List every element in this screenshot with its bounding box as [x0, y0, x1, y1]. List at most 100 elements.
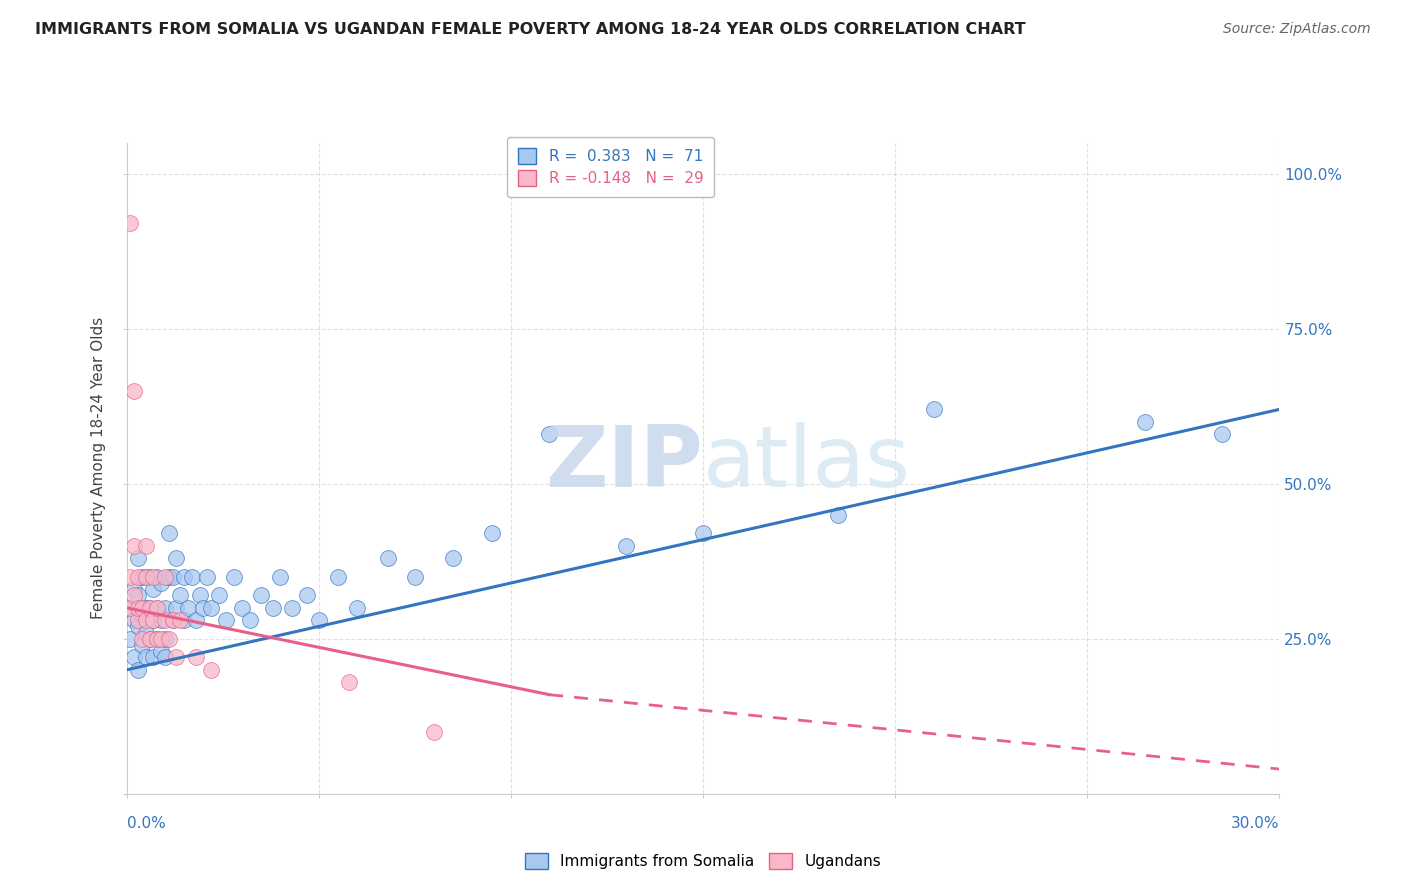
Point	[131, 600, 153, 615]
Point	[166, 600, 188, 615]
Point	[215, 613, 238, 627]
Point	[138, 570, 160, 584]
Point	[262, 600, 284, 615]
Point	[153, 650, 176, 665]
Point	[200, 663, 222, 677]
Point	[120, 600, 142, 615]
Point	[308, 613, 330, 627]
Point	[481, 526, 503, 541]
Point	[150, 644, 173, 658]
Point	[1133, 415, 1156, 429]
Point	[127, 663, 149, 677]
Point	[122, 539, 145, 553]
Point	[269, 570, 291, 584]
Point	[122, 650, 145, 665]
Point	[231, 600, 253, 615]
Text: Source: ZipAtlas.com: Source: ZipAtlas.com	[1223, 22, 1371, 37]
Point	[162, 570, 184, 584]
Point	[131, 570, 153, 584]
Point	[153, 600, 176, 615]
Point	[120, 600, 142, 615]
Point	[135, 539, 157, 553]
Point	[157, 526, 180, 541]
Point	[122, 384, 145, 398]
Point	[692, 526, 714, 541]
Point	[200, 600, 222, 615]
Point	[135, 570, 157, 584]
Point	[122, 589, 145, 603]
Text: 0.0%: 0.0%	[127, 816, 166, 830]
Point	[188, 589, 211, 603]
Point	[169, 613, 191, 627]
Point	[184, 650, 207, 665]
Point	[127, 613, 149, 627]
Point	[281, 600, 304, 615]
Point	[138, 632, 160, 646]
Point	[146, 632, 169, 646]
Point	[150, 632, 173, 646]
Point	[166, 551, 188, 566]
Text: 30.0%: 30.0%	[1232, 816, 1279, 830]
Text: IMMIGRANTS FROM SOMALIA VS UGANDAN FEMALE POVERTY AMONG 18-24 YEAR OLDS CORRELAT: IMMIGRANTS FROM SOMALIA VS UGANDAN FEMAL…	[35, 22, 1026, 37]
Point	[138, 632, 160, 646]
Point	[153, 632, 176, 646]
Point	[224, 570, 246, 584]
Point	[135, 650, 157, 665]
Point	[131, 607, 153, 621]
Point	[135, 570, 157, 584]
Point	[166, 650, 188, 665]
Point	[150, 576, 173, 591]
Text: ZIP: ZIP	[546, 422, 703, 506]
Point	[162, 613, 184, 627]
Point	[922, 402, 945, 417]
Point	[142, 650, 165, 665]
Point	[142, 570, 165, 584]
Legend: Immigrants from Somalia, Ugandans: Immigrants from Somalia, Ugandans	[519, 847, 887, 875]
Point	[250, 589, 273, 603]
Point	[138, 600, 160, 615]
Point	[180, 570, 202, 584]
Point	[142, 613, 165, 627]
Text: atlas: atlas	[703, 422, 911, 506]
Point	[120, 216, 142, 230]
Point	[131, 638, 153, 652]
Point	[184, 613, 207, 627]
Point	[122, 582, 145, 597]
Point	[827, 508, 849, 522]
Y-axis label: Female Poverty Among 18-24 Year Olds: Female Poverty Among 18-24 Year Olds	[91, 318, 107, 619]
Point	[146, 600, 169, 615]
Point	[326, 570, 349, 584]
Point	[153, 613, 176, 627]
Point	[404, 570, 426, 584]
Point	[195, 570, 218, 584]
Point	[169, 589, 191, 603]
Point	[346, 600, 368, 615]
Point	[150, 613, 173, 627]
Point	[120, 632, 142, 646]
Point	[339, 675, 361, 690]
Point	[135, 625, 157, 640]
Point	[122, 613, 145, 627]
Point	[127, 589, 149, 603]
Point	[193, 600, 215, 615]
Point	[153, 570, 176, 584]
Point	[146, 600, 169, 615]
Point	[157, 632, 180, 646]
Point	[142, 582, 165, 597]
Point	[127, 551, 149, 566]
Point	[614, 539, 637, 553]
Point	[173, 570, 195, 584]
Legend: R =  0.383   N =  71, R = -0.148   N =  29: R = 0.383 N = 71, R = -0.148 N = 29	[508, 137, 714, 197]
Point	[131, 632, 153, 646]
Point	[1211, 427, 1233, 442]
Point	[162, 613, 184, 627]
Point	[138, 600, 160, 615]
Point	[295, 589, 318, 603]
Point	[120, 570, 142, 584]
Point	[146, 570, 169, 584]
Point	[146, 632, 169, 646]
Point	[142, 613, 165, 627]
Point	[135, 613, 157, 627]
Point	[135, 600, 157, 615]
Point	[157, 570, 180, 584]
